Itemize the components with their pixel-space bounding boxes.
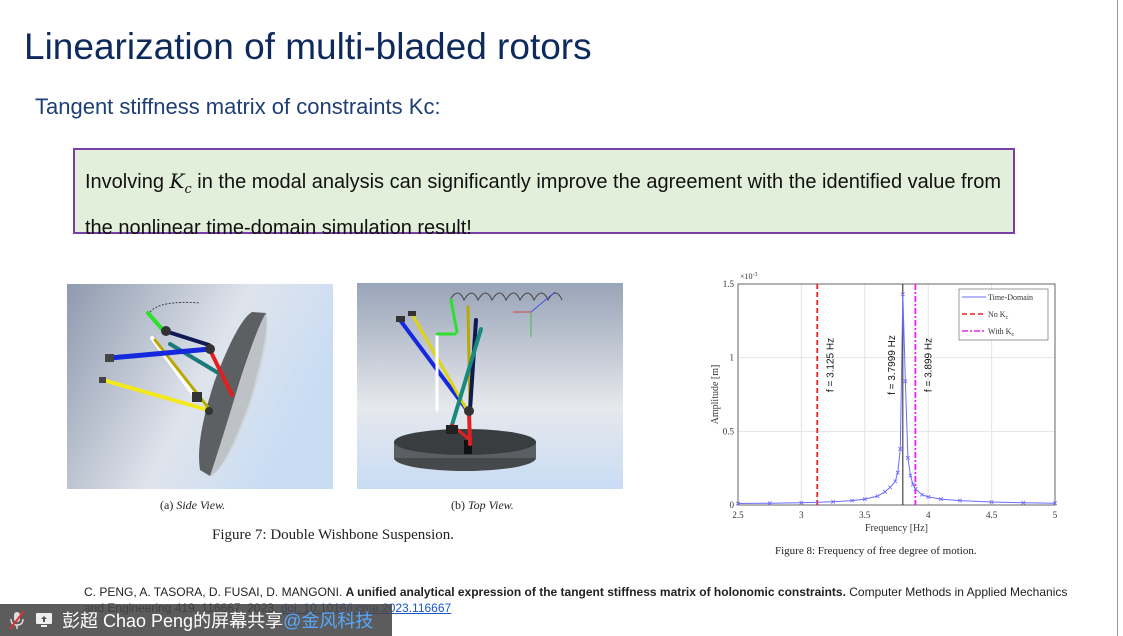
x-tick-label: 4: [926, 510, 931, 520]
data-point: [913, 486, 918, 491]
data-point: [919, 492, 924, 497]
legend-entry: No Kc: [988, 310, 1009, 321]
microphone-muted-icon[interactable]: [8, 610, 26, 630]
side-view-caption: (a) Side View.: [160, 498, 226, 512]
top-view-image: [357, 283, 623, 489]
x-tick-label: 4.5: [986, 510, 998, 520]
data-point: [926, 494, 931, 499]
x-tick-label: 2.5: [732, 510, 744, 520]
data-point: [799, 500, 804, 505]
plot-frame: [737, 283, 1056, 506]
data-point: [1021, 500, 1026, 505]
screen-share-icon[interactable]: [34, 611, 54, 629]
data-point: [1052, 501, 1058, 506]
data-point: [850, 498, 855, 503]
data-point: [888, 485, 893, 490]
data-point: [831, 499, 836, 504]
data-point: [910, 482, 916, 487]
y-exponent: ×10-3: [740, 272, 758, 281]
window-edge: [1117, 0, 1118, 636]
data-point: [938, 497, 943, 502]
callout-box: Involving Kc in the modal analysis can s…: [73, 148, 1015, 239]
data-point: [957, 498, 962, 503]
legend-entry: With Kc: [988, 327, 1014, 338]
data-point: [905, 455, 910, 460]
presenter-label: 彭超 Chao Peng的屏幕共享: [62, 611, 284, 631]
screen-share-bar: 彭超 Chao Peng的屏幕共享 @金风科技: [0, 604, 392, 636]
organization-label: @金风科技: [283, 611, 374, 631]
data-point: [989, 499, 994, 505]
data-point: [767, 501, 772, 506]
y-tick-label: 0: [730, 500, 735, 510]
data-point: [862, 497, 867, 502]
legend-entry: Time-Domain: [988, 293, 1033, 302]
data-point: [895, 470, 900, 475]
callout-text-pre: Involving: [85, 171, 170, 193]
data-point: [893, 479, 898, 484]
data-point: [883, 489, 888, 494]
data-point: [908, 473, 913, 478]
data-point: [875, 494, 880, 499]
data-point: [900, 292, 905, 297]
x-tick-label: 5: [1053, 510, 1058, 520]
x-tick-label: 3: [799, 510, 804, 520]
data-point: [735, 501, 741, 506]
y-axis-label: Amplitude [m]: [710, 365, 721, 425]
frequency-chart: 2.5 3 3.5 4 4.5 5 0 0.5 1 1.5 ×10-3 Frequency [Hz] A…: [710, 272, 1058, 534]
slide-title: Linearization of multi-bladed rotors: [24, 26, 592, 67]
x-axis-label: Frequency [Hz]: [865, 523, 928, 534]
top-view-caption: (b) Top View.: [451, 498, 514, 512]
vline-label: f = 3.125 Hz: [825, 338, 836, 392]
vline-label: f = 3.899 Hz: [923, 338, 934, 392]
slide-subtitle: Tangent stiffness matrix of constraints …: [35, 94, 441, 119]
figure7-caption: Figure 7: Double Wishbone Suspension.: [212, 527, 455, 543]
callout-text-post: in the modal analysis can significantly …: [85, 171, 1002, 239]
data-point: [898, 446, 903, 452]
data-point: [903, 379, 908, 384]
kc-symbol: Kc: [169, 169, 192, 197]
y-tick-label: 1: [730, 353, 735, 363]
vline-label: f = 3.7999 Hz: [887, 335, 898, 395]
y-tick-label: 1.5: [723, 279, 735, 289]
side-view-image: [67, 284, 333, 489]
figure8-caption: Figure 8: Frequency of free degree of mo…: [775, 545, 977, 557]
y-tick-label: 0.5: [723, 426, 735, 436]
x-tick-label: 3.5: [859, 510, 871, 520]
